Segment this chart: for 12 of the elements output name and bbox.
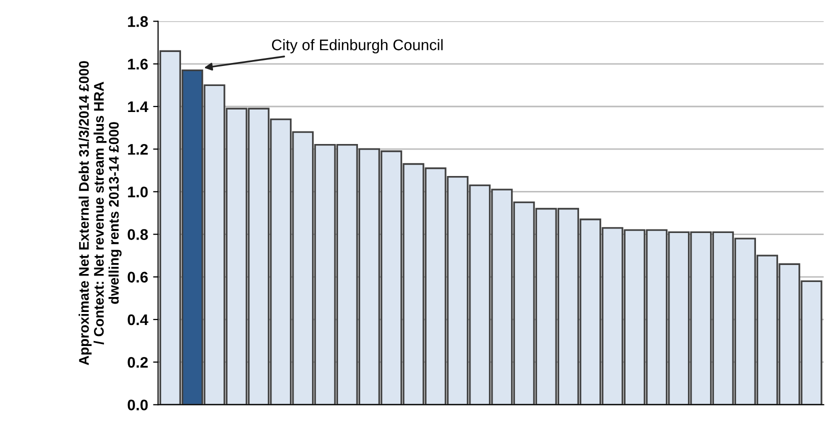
y-tick-label: 0.2 <box>128 356 148 368</box>
y-tick-label: 0.4 <box>128 314 148 326</box>
y-tick-label: 1.6 <box>128 58 148 70</box>
y-tick-label: 1.2 <box>128 144 148 155</box>
y-tick-label: 1.4 <box>128 102 148 112</box>
y-tick-label: 0.6 <box>128 272 148 283</box>
annotation: City of Edinburgh Council <box>272 39 443 54</box>
y-tick-label: 1.0 <box>128 186 148 198</box>
y-tick-label: 0.8 <box>128 229 148 240</box>
y-axis-title: Approximate Net External Debt 31/3/2014 £000 / Context: Net revenue stream plus HRA dwelling rents 2013-14 £000 <box>78 61 122 366</box>
y-tick-label: 1.8 <box>128 16 148 27</box>
y-tick-label: 0.0 <box>128 400 148 410</box>
